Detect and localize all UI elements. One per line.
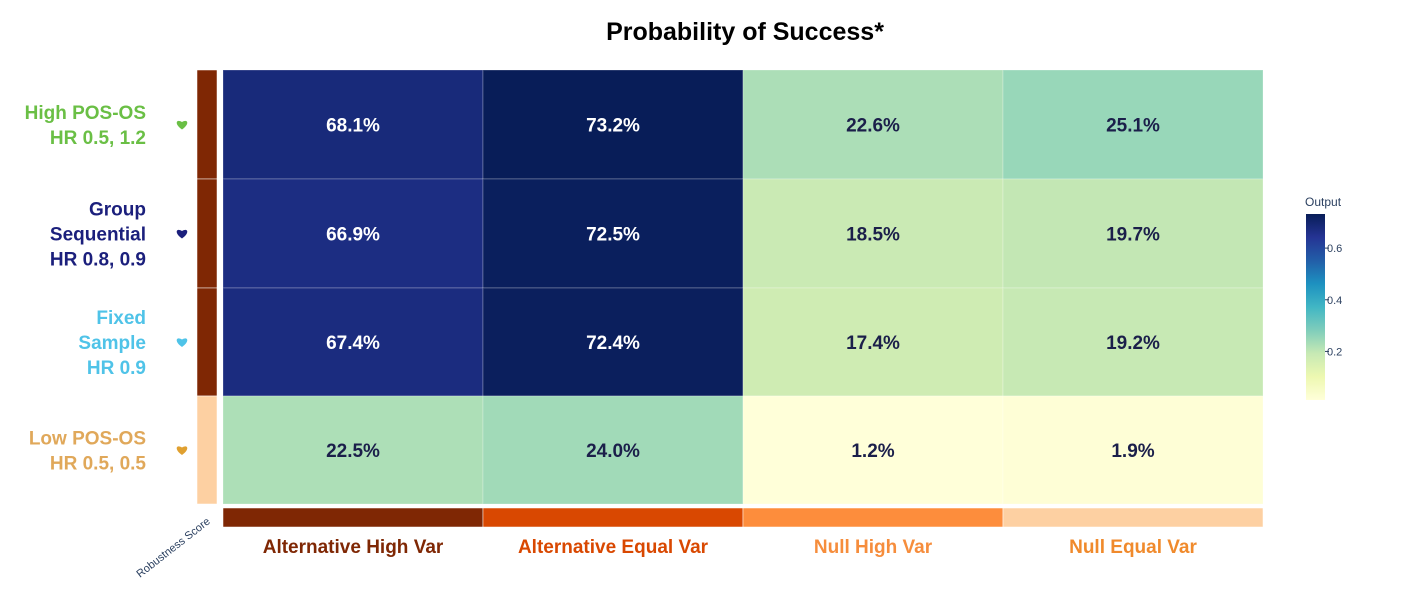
column-label: Null High Var [814, 537, 933, 558]
cell-value-label: 24.0% [586, 441, 640, 462]
row-label-line: High POS-OS [25, 103, 146, 124]
row-label: Group Sequential HR 0.8, 0.9 [50, 200, 146, 271]
row-robustness-band [196, 69, 218, 180]
column-label: Null Equal Var [1069, 537, 1197, 558]
row-label: High POS-OS HR 0.5, 1.2 [25, 103, 146, 149]
row-label-line: Group [89, 200, 146, 221]
cell-value-label: 18.5% [846, 225, 900, 246]
row-band-group [196, 69, 218, 505]
cell-value-label: 1.9% [1111, 441, 1154, 462]
heatmap-cell [1002, 69, 1264, 180]
row-label-line: Low POS-OS [29, 429, 146, 450]
cell-value-label: 72.5% [586, 225, 640, 246]
cell-value-label: 68.1% [326, 116, 380, 137]
column-robustness-band [742, 507, 1004, 528]
heart-icon [176, 446, 188, 455]
row-label-line: HR 0.5, 1.2 [50, 128, 146, 149]
column-label: Alternative High Var [263, 537, 444, 558]
row-robustness-band [196, 287, 218, 397]
cell-value-label: 67.4% [326, 333, 380, 354]
cell-value-label: 73.2% [586, 116, 640, 137]
column-label: Alternative Equal Var [518, 537, 709, 558]
row-label: Fixed Sample HR 0.9 [78, 308, 146, 379]
cell-value-label: 19.2% [1106, 333, 1160, 354]
heatmap-cell [742, 178, 1004, 289]
column-robustness-band [482, 507, 744, 528]
heatmap-cell [742, 69, 1004, 180]
column-band-group [222, 507, 1264, 528]
column-robustness-band [1002, 507, 1264, 528]
cell-value-label: 17.4% [846, 333, 900, 354]
heatmap-cell [482, 69, 744, 180]
heatmap-cell [1002, 395, 1264, 505]
colorbar-tick-label: 0.2 [1327, 346, 1342, 358]
cell-value-label: 25.1% [1106, 116, 1160, 137]
heatmap-cell [482, 395, 744, 505]
heatmap-cell [222, 395, 484, 505]
heatmap-cell [482, 287, 744, 397]
column-robustness-band [222, 507, 484, 528]
heart-icon [176, 338, 188, 347]
heart-icon [176, 120, 188, 130]
colorbar-gradient [1306, 214, 1325, 400]
row-label-line: Sample [78, 333, 146, 354]
colorbar-tick-label: 0.6 [1327, 243, 1342, 255]
row-robustness-band [196, 395, 218, 505]
row-robustness-band [196, 178, 218, 289]
robustness-score-label: Robustness Score [134, 516, 212, 581]
row-label-line: HR 0.8, 0.9 [50, 250, 146, 271]
heatmap-cell [1002, 178, 1264, 289]
heatmap-cell [222, 69, 484, 180]
row-label-line: HR 0.9 [87, 358, 146, 379]
heatmap-cell [742, 395, 1004, 505]
colorbar-title: Output [1305, 195, 1342, 209]
cell-value-label: 1.2% [851, 441, 894, 462]
heatmap-cell [1002, 287, 1264, 397]
heatmap-cell [482, 178, 744, 289]
colorbar: Output 0.2 0.4 0.6 [1305, 195, 1342, 400]
cell-value-label: 72.4% [586, 333, 640, 354]
row-label-line: HR 0.5, 0.5 [50, 454, 147, 475]
chart-title: Probability of Success* [606, 18, 884, 46]
cell-value-label: 19.7% [1106, 225, 1160, 246]
colorbar-tick-label: 0.4 [1327, 295, 1342, 307]
colorbar-ticks: 0.2 0.4 0.6 [1325, 243, 1342, 358]
cell-value-label: 66.9% [326, 225, 380, 246]
row-label-line: Fixed [96, 308, 146, 329]
heatmap-cell [222, 178, 484, 289]
cell-group: 68.1% 73.2% 22.6% 25.1% 66.9% 72.5% 18.5% 19.7%… [222, 69, 1264, 505]
cell-value-label: 22.6% [846, 116, 900, 137]
heart-icon [176, 229, 188, 239]
cell-value-label: 22.5% [326, 441, 380, 462]
column-label-group: Alternative High Var Alternative Equal Va… [263, 537, 1198, 558]
row-label-line: Sequential [50, 225, 146, 246]
row-label-group: High POS-OS HR 0.5, 1.2 Group Sequential HR … [25, 103, 188, 475]
row-label: Low POS-OS HR 0.5, 0.5 [29, 429, 147, 475]
